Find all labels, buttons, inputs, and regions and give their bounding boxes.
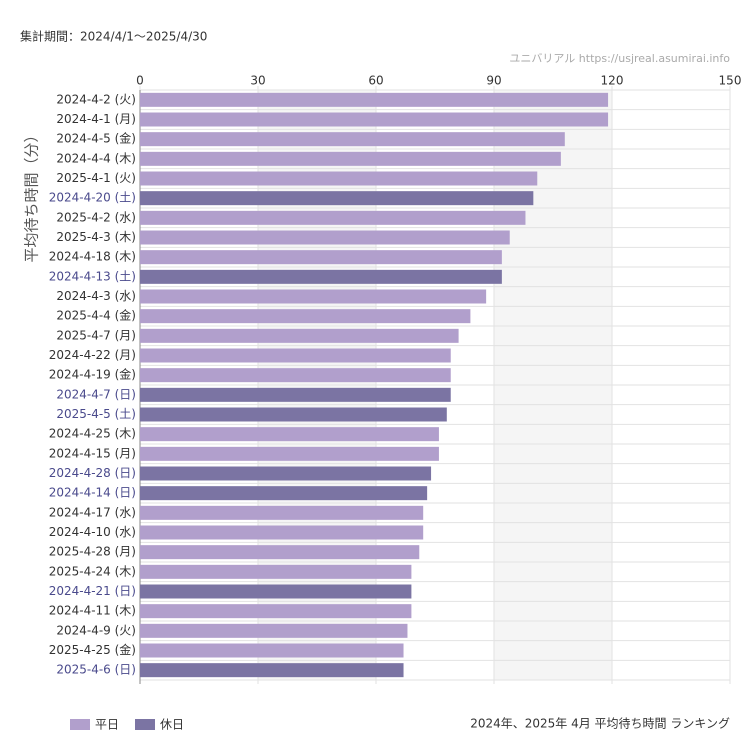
x-tick-label: 90 [486, 74, 501, 88]
y-tick-label: 2025-4-28 (月) [49, 545, 136, 559]
bar [140, 289, 487, 304]
y-tick-label: 2024-4-2 (火) [56, 92, 136, 106]
legend-label: 平日 [95, 718, 119, 732]
y-tick-label: 2024-4-20 (土) [49, 191, 136, 205]
y-tick-label: 2024-4-11 (木) [49, 604, 136, 618]
footer: 2024年、2025年 4月 平均待ち時間 ランキング [470, 717, 730, 731]
y-tick-label: 2025-4-1 (火) [56, 171, 136, 185]
period: 集計期間：2024/4/1～2025/4/30 [20, 29, 207, 44]
x-tick-label: 60 [368, 74, 383, 88]
y-tick-label: 2024-4-3 (水) [56, 289, 136, 303]
bar [140, 564, 412, 579]
bar [140, 545, 420, 560]
y-tick-label: 2025-4-5 (土) [56, 407, 136, 421]
y-tick-label: 2024-4-18 (木) [49, 250, 136, 264]
x-tick-label: 120 [601, 74, 624, 88]
bar [140, 328, 459, 343]
bar [140, 368, 451, 383]
y-tick-label: 2025-4-4 (金) [56, 308, 136, 323]
legend-label: 休日 [160, 718, 184, 732]
bar [140, 151, 561, 166]
y-tick-label: 2025-4-6 (日) [56, 663, 136, 677]
y-tick-label: 2024-4-22 (月) [49, 348, 136, 362]
bar [140, 466, 432, 481]
y-tick-label: 2024-4-17 (水) [49, 505, 136, 519]
x-tick-label: 0 [136, 74, 144, 88]
bar [140, 525, 424, 540]
y-tick-label: 2025-4-2 (水) [56, 210, 136, 224]
y-tick-label: 2025-4-25 (金) [49, 642, 136, 657]
y-tick-label: 2024-4-7 (日) [56, 387, 136, 401]
y-tick-label: 2024-4-13 (土) [49, 269, 136, 283]
y-axis-title: 平均待ち時間（分） [23, 127, 41, 262]
bar [140, 92, 609, 107]
bar [140, 387, 451, 402]
legend-swatch [135, 719, 155, 730]
legend-swatch [70, 719, 90, 730]
y-tick-label: 2025-4-24 (木) [49, 564, 136, 578]
y-tick-label: 2024-4-25 (木) [49, 427, 136, 441]
bar [140, 446, 439, 461]
y-tick-label: 2024-4-1 (月) [56, 112, 136, 126]
bar [140, 191, 534, 206]
y-tick-label: 2024-4-9 (火) [56, 623, 136, 637]
x-tick-label: 150 [719, 74, 742, 88]
y-tick-label: 2024-4-28 (日) [49, 466, 136, 480]
bar [140, 663, 404, 678]
bar [140, 643, 404, 658]
bar [140, 171, 538, 186]
bar [140, 132, 565, 147]
y-tick-label: 2025-4-3 (木) [56, 230, 136, 244]
y-tick-label: 2024-4-4 (木) [56, 151, 136, 165]
y-tick-label: 2024-4-21 (日) [49, 584, 136, 598]
bar [140, 250, 502, 265]
y-tick-label: 2024-4-10 (水) [49, 525, 136, 539]
x-tick-label: 30 [250, 74, 265, 88]
y-tick-label: 2024-4-5 (金) [56, 131, 136, 146]
bar [140, 623, 408, 638]
y-tick-label: 2024-4-15 (月) [49, 446, 136, 460]
bar [140, 584, 412, 599]
bar [140, 309, 471, 324]
y-tick-label: 2025-4-7 (月) [56, 328, 136, 342]
bar [140, 348, 451, 363]
bar [140, 269, 502, 284]
bar [140, 427, 439, 442]
y-tick-label: 2024-4-14 (日) [49, 486, 136, 500]
bar [140, 505, 424, 520]
bar [140, 407, 447, 422]
bar [140, 486, 428, 501]
bar [140, 230, 510, 245]
bar [140, 210, 526, 225]
watermark: ユニバリアル https://usjreal.asumirai.info [509, 52, 730, 65]
bar [140, 604, 412, 619]
bar [140, 112, 609, 127]
y-tick-label: 2024-4-19 (金) [49, 367, 136, 382]
